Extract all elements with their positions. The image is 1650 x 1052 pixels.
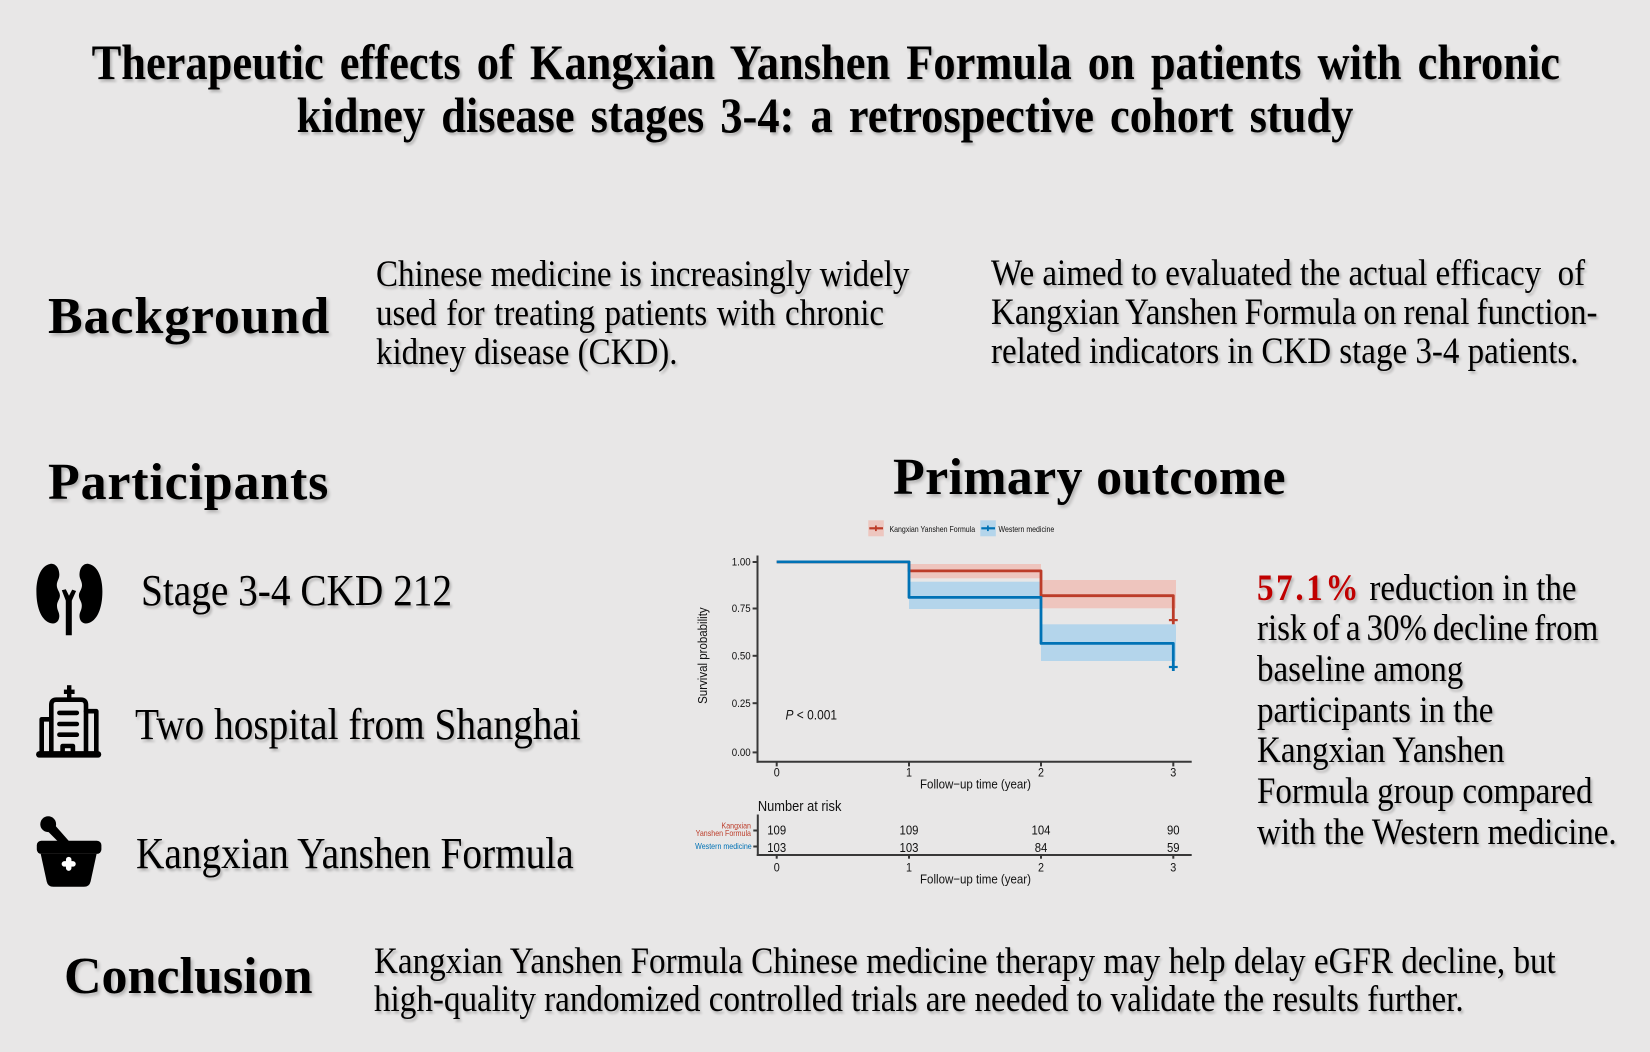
- svg-text:Follow−up time (year): Follow−up time (year): [920, 777, 1031, 792]
- svg-text:Survival probability: Survival probability: [695, 607, 710, 704]
- svg-text:P < 0.001: P < 0.001: [786, 707, 838, 723]
- svg-text:3: 3: [1170, 862, 1176, 875]
- svg-text:103: 103: [900, 840, 919, 855]
- svg-text:Kangxian: Kangxian: [721, 821, 751, 831]
- svg-text:109: 109: [900, 823, 919, 838]
- svg-text:84: 84: [1035, 840, 1048, 855]
- svg-text:Western medicine: Western medicine: [695, 842, 752, 852]
- svg-text:Western medicine: Western medicine: [999, 525, 1055, 535]
- svg-text:109: 109: [767, 823, 786, 838]
- svg-text:3: 3: [1170, 767, 1176, 780]
- svg-text:104: 104: [1032, 823, 1051, 838]
- svg-text:90: 90: [1167, 823, 1180, 838]
- svg-text:1.00: 1.00: [732, 557, 751, 569]
- svg-text:1: 1: [906, 862, 912, 875]
- svg-text:0.25: 0.25: [732, 698, 751, 710]
- svg-text:1: 1: [906, 767, 912, 780]
- svg-text:2: 2: [1038, 767, 1044, 780]
- svg-text:Kangxian Yanshen Formula: Kangxian Yanshen Formula: [890, 525, 976, 535]
- svg-text:0.50: 0.50: [732, 651, 751, 663]
- svg-text:0: 0: [774, 767, 780, 780]
- svg-text:Follow−up time (year): Follow−up time (year): [920, 872, 1031, 887]
- svg-text:Number at risk: Number at risk: [758, 798, 842, 814]
- svg-text:103: 103: [767, 840, 786, 855]
- svg-text:0.00: 0.00: [732, 748, 751, 760]
- svg-text:2: 2: [1038, 862, 1044, 875]
- svg-text:0.75: 0.75: [732, 604, 751, 616]
- svg-text:0: 0: [774, 862, 780, 875]
- svg-text:59: 59: [1167, 840, 1180, 855]
- svg-text:Yanshen Formula: Yanshen Formula: [696, 829, 752, 839]
